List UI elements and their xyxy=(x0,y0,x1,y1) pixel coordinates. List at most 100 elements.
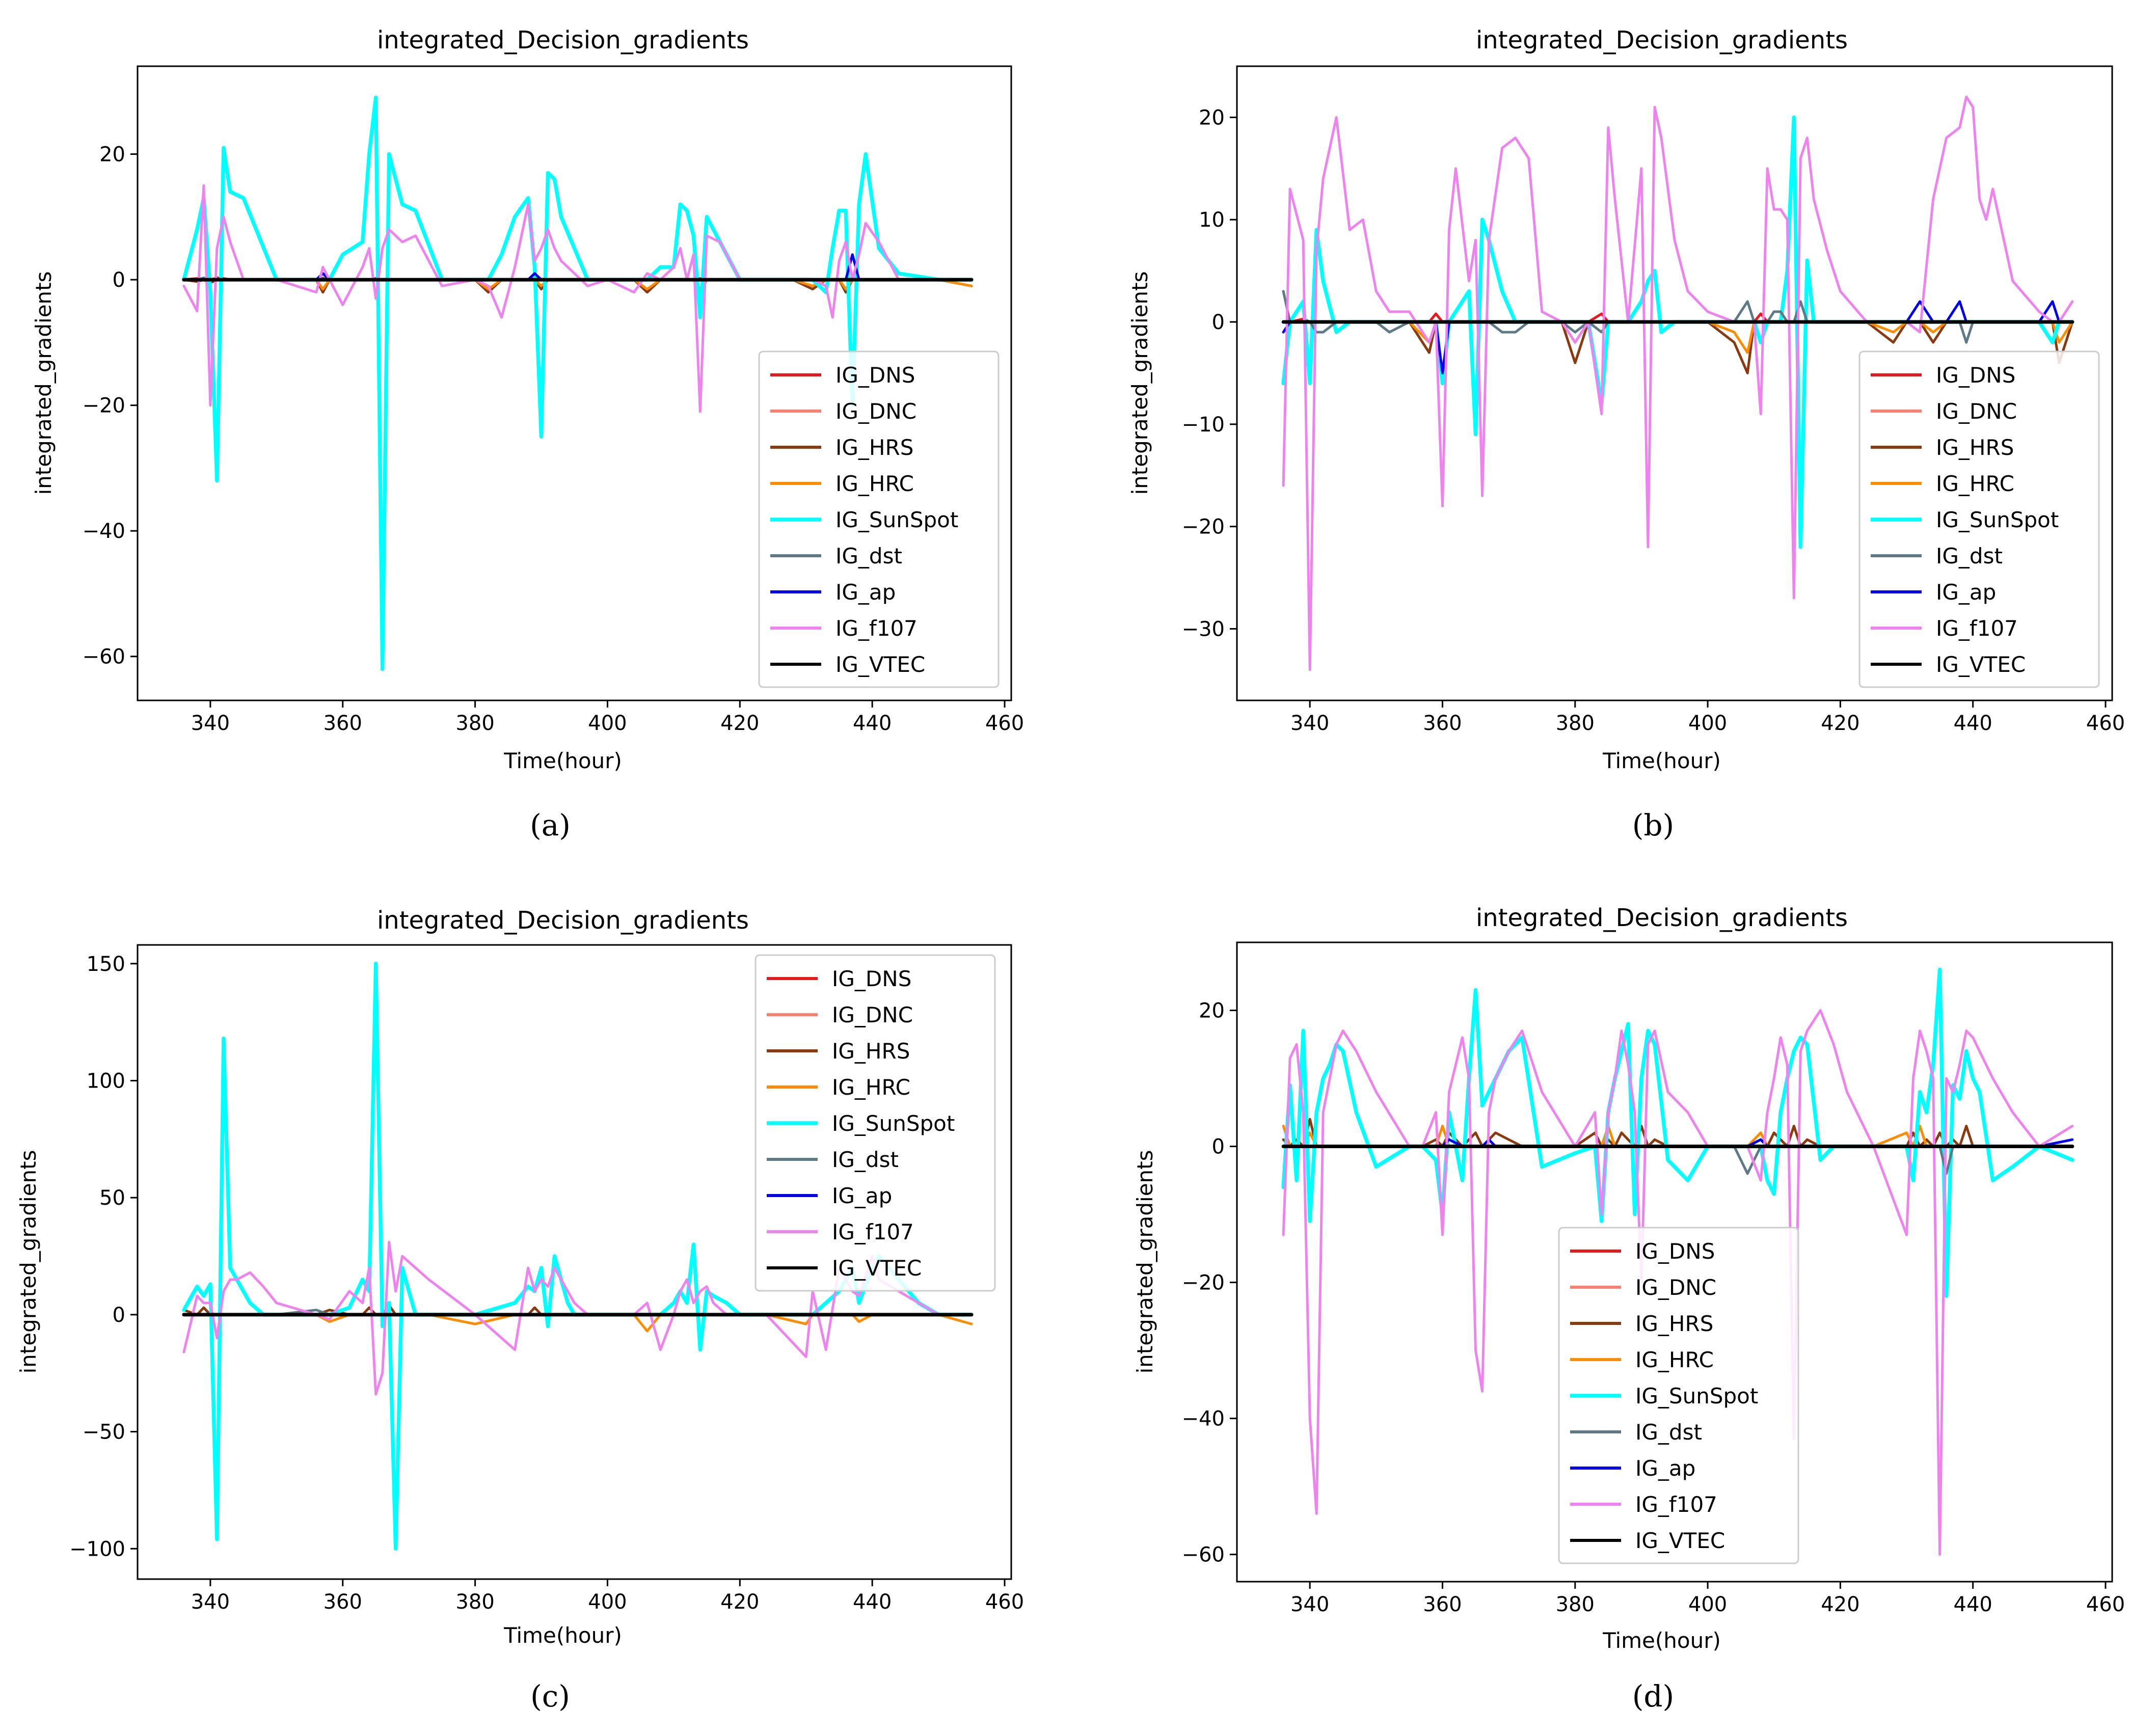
y-tick-label: 20 xyxy=(1199,106,1225,129)
x-tick-label: 360 xyxy=(1423,1593,1462,1616)
legend-label-ig-hrc: IG_HRC xyxy=(1936,471,2014,496)
y-axis-label: integrated_gradients xyxy=(1127,271,1152,495)
legend-label-ig-vtec: IG_VTEC xyxy=(832,1256,922,1281)
chart-title: integrated_Decision_gradients xyxy=(377,26,749,55)
x-tick-label: 360 xyxy=(1423,712,1462,735)
y-tick-label: −40 xyxy=(1182,1407,1225,1431)
plot-frame xyxy=(1236,941,2113,1583)
x-tick-label: 400 xyxy=(588,1590,627,1614)
legend-label-ig-sunspot: IG_SunSpot xyxy=(835,507,958,532)
x-tick-label: 440 xyxy=(853,712,892,735)
x-axis-label: Time(hour) xyxy=(1602,1628,1721,1653)
legend-box xyxy=(754,954,996,1292)
y-tick-label: 0 xyxy=(1212,1135,1225,1159)
x-axis-label: Time(hour) xyxy=(503,748,622,773)
x-axis-label: Time(hour) xyxy=(503,1623,622,1648)
x-tick-label: 360 xyxy=(323,1590,362,1614)
legend-label-ig-hrc: IG_HRC xyxy=(835,471,914,496)
chart-panel-a: 340 360 380 400 420 440 460 −60 −40 −20 0 20 integra… xyxy=(31,26,1024,843)
y-tick-label: −30 xyxy=(1182,617,1225,641)
legend-box xyxy=(1858,350,2100,688)
legend-label-ig-dst: IG_dst xyxy=(1936,544,2003,568)
y-tick-label: −60 xyxy=(1182,1543,1225,1567)
x-tick-label: 400 xyxy=(1688,1593,1727,1616)
y-tick-label: 0 xyxy=(1212,311,1225,334)
legend-label-ig-hrs: IG_HRS xyxy=(1936,435,2014,460)
x-tick-label: 400 xyxy=(1688,712,1727,735)
legend-label-ig-dnc: IG_DNC xyxy=(1635,1275,1716,1300)
y-axis-label: integrated_gradients xyxy=(31,271,56,495)
series-lines xyxy=(182,95,974,671)
legend-label-ig-dst: IG_dst xyxy=(1635,1420,1702,1445)
legend-label-ig-ap: IG_ap xyxy=(1936,580,1996,605)
x-tick-label: 420 xyxy=(1821,1593,1859,1616)
chart-panel-c: 340 360 380 400 420 440 460 −100 −50 0 50 100 150 int… xyxy=(16,906,1024,1714)
x-tick-label: 440 xyxy=(1954,712,1992,735)
plot-frame xyxy=(1236,65,2113,701)
legend-label-ig-hrs: IG_HRS xyxy=(832,1039,910,1064)
y-tick-label: 10 xyxy=(1199,208,1225,232)
legend-label-ig-hrc: IG_HRC xyxy=(832,1075,910,1100)
x-tick-label: 340 xyxy=(1290,1593,1329,1616)
chart-panel-b: 340 360 380 400 420 440 460 −30 −20 −10 0 10 20 integ… xyxy=(1127,26,2125,843)
x-tick-label: 420 xyxy=(720,712,759,735)
x-tick-label: 440 xyxy=(853,1590,892,1614)
x-tick-label: 400 xyxy=(588,712,627,735)
legend-label-ig-dst: IG_dst xyxy=(835,544,902,568)
legend: IG_DNS IG_DNC IG_HRS IG_HRC IG_SunSpot IG_dst… xyxy=(1858,350,2100,688)
legend: IG_DNS IG_DNC IG_HRS IG_HRC IG_SunSpot IG_dst… xyxy=(754,954,996,1292)
legend-label-ig-dns: IG_DNS xyxy=(832,966,911,991)
y-tick-label: 150 xyxy=(87,953,125,976)
legend-label-ig-dns: IG_DNS xyxy=(1936,363,2015,388)
legend-label-ig-vtec: IG_VTEC xyxy=(1936,652,2026,677)
y-tick-label: −40 xyxy=(83,520,125,543)
x-tick-label: 380 xyxy=(455,1590,494,1614)
x-tick-label: 380 xyxy=(455,712,494,735)
x-tick-label: 380 xyxy=(1556,712,1595,735)
legend-label-ig-hrs: IG_HRS xyxy=(835,435,913,460)
legend: IG_DNS IG_DNC IG_HRS IG_HRC IG_SunSpot IG_dst… xyxy=(1558,1227,1799,1564)
y-tick-label: 0 xyxy=(113,268,125,292)
series-lines xyxy=(1281,967,2074,1556)
legend-label-ig-f107: IG_f107 xyxy=(835,616,918,641)
legend-label-ig-sunspot: IG_SunSpot xyxy=(1635,1384,1758,1408)
plot-frame xyxy=(137,65,1012,701)
y-axis-label: integrated_gradients xyxy=(16,1150,41,1373)
x-tick-label: 340 xyxy=(191,712,230,735)
series-lines xyxy=(1281,95,2074,671)
legend-box xyxy=(1558,1227,1799,1564)
y-tick-label: 20 xyxy=(99,143,125,167)
series-line-ig-f107 xyxy=(1282,95,2074,671)
legend-label-ig-ap: IG_ap xyxy=(1635,1456,1695,1481)
chart-title: integrated_Decision_gradients xyxy=(1476,26,1848,55)
legend-label-ig-dst: IG_dst xyxy=(832,1147,899,1172)
legend-label-ig-vtec: IG_VTEC xyxy=(835,652,925,677)
x-tick-label: 440 xyxy=(1954,1593,1992,1616)
chart-title: integrated_Decision_gradients xyxy=(1476,904,1848,932)
y-tick-label: −20 xyxy=(1182,1271,1225,1295)
panel-caption: (a) xyxy=(530,808,571,843)
x-tick-label: 360 xyxy=(323,712,362,735)
x-tick-label: 340 xyxy=(1290,712,1329,735)
plot-frame xyxy=(137,944,1012,1580)
legend-label-ig-vtec: IG_VTEC xyxy=(1635,1528,1725,1553)
y-tick-label: 0 xyxy=(113,1304,125,1327)
series-line-ig-f107 xyxy=(182,1241,973,1396)
series-line-ig-f107 xyxy=(1282,1009,2074,1556)
y-tick-label: 20 xyxy=(1199,999,1225,1023)
legend-label-ig-dnc: IG_DNC xyxy=(1936,399,2017,424)
x-tick-label: 460 xyxy=(985,712,1024,735)
legend-label-ig-f107: IG_f107 xyxy=(1936,616,2018,641)
panel-caption: (c) xyxy=(530,1679,570,1714)
x-tick-label: 380 xyxy=(1556,1593,1595,1616)
legend-label-ig-sunspot: IG_SunSpot xyxy=(832,1111,955,1136)
y-tick-label: −60 xyxy=(83,645,125,669)
y-tick-label: −50 xyxy=(83,1421,125,1444)
legend-label-ig-dnc: IG_DNC xyxy=(832,1002,913,1027)
legend-label-ig-dns: IG_DNS xyxy=(835,363,915,388)
chart-title: integrated_Decision_gradients xyxy=(377,906,749,935)
legend-label-ig-dnc: IG_DNC xyxy=(835,399,916,424)
legend-label-ig-f107: IG_f107 xyxy=(1635,1492,1717,1517)
x-tick-label: 420 xyxy=(720,1590,759,1614)
y-tick-label: 50 xyxy=(99,1186,125,1210)
